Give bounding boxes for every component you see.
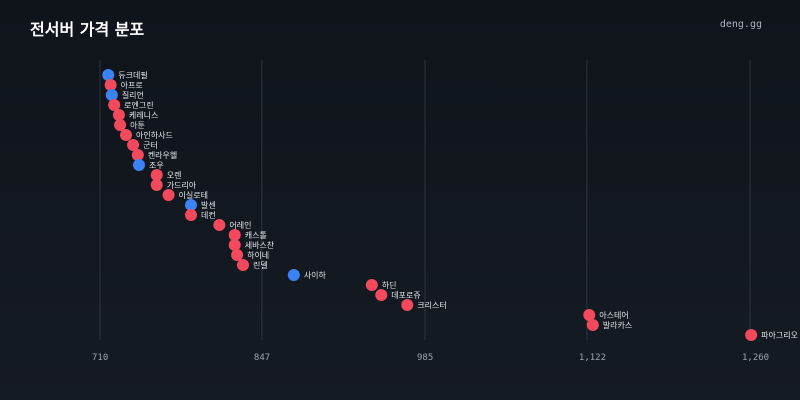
data-point[interactable] (133, 159, 145, 171)
x-tick-label: 1,260 (742, 353, 769, 363)
point-label: 조우 (149, 161, 164, 170)
point-label: 케레니스 (129, 110, 158, 120)
data-point[interactable] (586, 319, 599, 331)
data-point[interactable] (185, 209, 197, 221)
x-tick-label: 847 (254, 353, 270, 363)
page-title: 전서버 가격 분포 (30, 20, 145, 39)
point-label: 하이네 (247, 250, 269, 260)
point-label: 린델 (253, 260, 268, 270)
point-label: 로엔그린 (124, 100, 153, 110)
data-point[interactable] (102, 69, 115, 81)
point-label: 파아그리오 (761, 330, 798, 340)
data-point[interactable] (120, 129, 132, 141)
point-label: 캐스톨 (245, 231, 267, 240)
data-point[interactable] (150, 169, 163, 181)
point-label: 가드리아 (167, 180, 197, 190)
data-point[interactable] (108, 99, 121, 111)
data-point[interactable] (228, 239, 241, 251)
data-point[interactable] (375, 289, 388, 301)
point-label: 데포로쥬 (391, 291, 420, 300)
data-point[interactable] (114, 119, 127, 131)
data-point[interactable] (162, 189, 175, 201)
point-label: 듀크데필 (118, 70, 147, 80)
data-point[interactable] (228, 229, 241, 241)
data-point[interactable] (745, 329, 758, 341)
data-point[interactable] (112, 109, 125, 121)
data-point[interactable] (287, 269, 300, 281)
point-label: 질리언 (122, 90, 144, 100)
data-point[interactable] (365, 279, 378, 291)
x-tick-label: 710 (92, 353, 108, 363)
data-point[interactable] (127, 139, 140, 151)
data-point[interactable] (231, 249, 244, 261)
point-label: 크리스터 (417, 301, 446, 310)
point-label: 어레인 (229, 220, 251, 230)
x-tick-label: 985 (417, 353, 433, 363)
point-label: 오렌 (167, 170, 182, 180)
x-axis-ticks: 710 847 985 1,122 1,260 (92, 353, 769, 363)
point-label: 아프로 (121, 80, 143, 90)
data-point[interactable] (105, 89, 118, 101)
data-point[interactable] (401, 299, 414, 311)
brand-label: deng.gg (719, 19, 762, 30)
point-label: 이실로테 (179, 190, 208, 200)
point-label: 아툰 (130, 120, 145, 130)
point-label: 아스테어 (599, 310, 628, 320)
data-points: 듀크데필아프로질리언로엔그린케레니스아툰아인하사드군터켄라우헬조우오렌가드리아이… (102, 69, 798, 341)
data-point[interactable] (131, 149, 144, 161)
point-label: 사이하 (304, 270, 327, 280)
point-label: 하딘 (382, 280, 397, 290)
point-label: 군터 (143, 141, 158, 150)
point-label: 켄라우헬 (148, 150, 177, 160)
data-point[interactable] (150, 179, 163, 191)
data-point[interactable] (185, 199, 197, 211)
point-label: 발센 (201, 200, 216, 210)
data-point[interactable] (213, 219, 226, 231)
point-label: 발라카스 (603, 320, 632, 330)
point-label: 아인하사드 (136, 130, 173, 140)
data-point[interactable] (104, 79, 117, 91)
data-point[interactable] (237, 259, 249, 271)
x-tick-label: 1,122 (579, 353, 606, 363)
data-point[interactable] (583, 309, 596, 321)
grid-lines (99, 60, 751, 340)
point-label: 데컨 (201, 210, 216, 220)
point-label: 세바스찬 (245, 240, 275, 250)
